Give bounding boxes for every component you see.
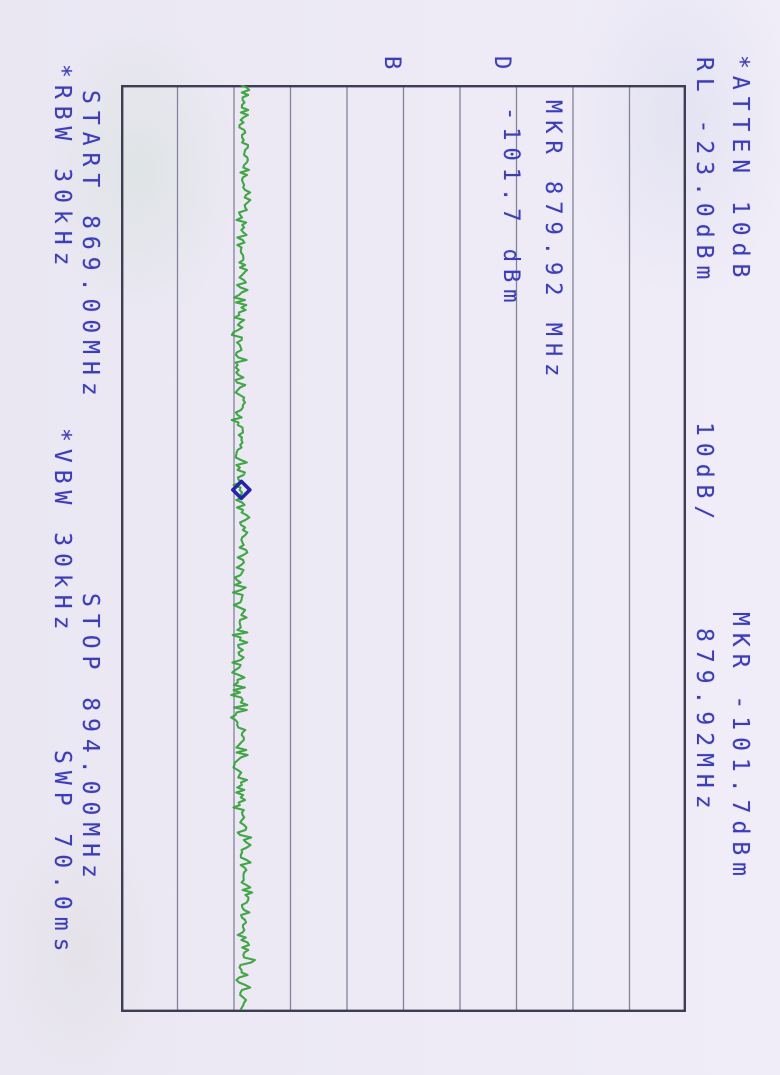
marker-diamond bbox=[231, 479, 252, 501]
display-status-letter-b: B bbox=[379, 56, 404, 77]
scale-per-div-label: 10dB/ bbox=[691, 422, 717, 527]
graticule bbox=[121, 85, 686, 1012]
marker-readout-line1: MKR 879.92 MHz bbox=[540, 100, 565, 384]
marker-readout-line2: -101.7 dBm bbox=[498, 107, 523, 310]
sweep-time-label: SWP 70.0ms bbox=[49, 750, 75, 959]
ref-level-label: RL -23.0dBm bbox=[691, 57, 717, 287]
marker-amplitude-label: MKR -101.7dBm bbox=[727, 612, 753, 884]
marker-frequency-label: 879.92MHz bbox=[691, 628, 717, 816]
vbw-label: *VBW 30kHz bbox=[49, 428, 75, 637]
stop-frequency-label: STOP 894.00MHz bbox=[77, 593, 103, 885]
start-frequency-label: START 869.00MHz bbox=[77, 90, 103, 403]
atten-label: *ATTEN 10dB bbox=[727, 55, 753, 285]
rbw-label: *RBW 30kHz bbox=[49, 64, 75, 273]
display-status-letter-d: D bbox=[489, 56, 514, 77]
